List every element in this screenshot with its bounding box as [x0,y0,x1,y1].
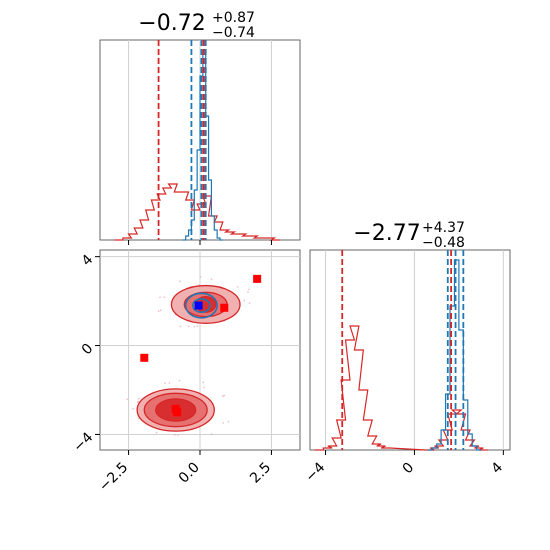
joint-contour-panel: −2.5 0.0 2.5 4 0 −4 [70,249,301,495]
scatter-point [137,397,140,400]
scatter-point [157,310,160,312]
scatter-point [132,407,135,410]
y-tick-label: 0 [79,341,97,359]
marker-4 [173,408,182,417]
histograms [314,259,488,451]
scatter-point [174,433,176,436]
scatter-point [178,280,181,283]
title-sub: −0.48 [422,235,465,251]
panel-title: −2.77 +4.37 −0.48 [353,220,465,251]
scatter-point [199,276,202,278]
scatter-point [179,325,182,328]
scatter-point [236,285,239,288]
scatter-point [248,288,250,291]
tick-marks [95,256,272,455]
marker-2 [140,353,149,362]
title-main: −0.72 [138,11,205,36]
histogram-series-0 [314,325,488,451]
scatter-point [223,394,226,397]
scatter-point [210,278,213,281]
marginal-histogram-param-2: −4 0 4 −2.77 +4.37 −0.48 [302,220,511,485]
scatter-point [137,400,140,403]
title-sub: −0.74 [212,25,255,41]
scatter-point [159,296,161,299]
grid [100,250,300,450]
contour-2-level-0 [184,292,218,319]
scatter-point [126,398,129,401]
quantile-lines [341,250,465,450]
marker-1 [220,303,229,312]
scatter-point [227,420,230,423]
marker-0 [253,274,262,283]
panel-title: −0.72 +0.87 −0.74 [138,10,255,41]
scatter-point [168,382,171,384]
contour-2-level-1 [192,298,211,314]
scatter-point [163,296,166,299]
x-tick-marks [128,240,272,245]
scatter-point [203,386,206,389]
scatter-point [196,325,199,328]
x-tick-label: 0 [400,460,418,478]
histogram-series-0 [114,183,280,241]
grid [325,250,504,450]
scatter-point [159,309,162,312]
scatter-point [187,325,190,328]
marginal-histogram-param-1: −0.72 +0.87 −0.74 [99,10,301,245]
scatter-point [248,302,251,305]
x-tick-label: 4 [489,459,507,477]
scatter-point [222,421,225,424]
panel-frame [309,249,511,451]
scatter-point [178,379,181,382]
scatter-point [243,299,246,302]
scatter-point [155,431,158,434]
y-tick-label: 4 [79,252,97,270]
y-tick-label: −4 [70,429,96,455]
marker-5 [194,301,203,310]
x-tick-marks [325,450,504,455]
scatter-point [177,434,180,436]
x-tick-label: −4 [302,459,328,485]
markers [140,274,262,417]
x-tick-labels: −4 0 4 [302,459,506,485]
x-tick-labels: −2.5 0.0 2.5 [96,460,274,495]
x-tick-label: 0.0 [176,460,203,487]
scatter-point [210,433,213,436]
x-tick-label: 2.5 [247,460,274,487]
title-sup: +4.37 [422,220,465,236]
title-sup: +0.87 [212,10,255,26]
scatter-point [247,291,249,294]
histogram-series-1 [427,259,482,451]
quantile-lines [157,40,207,240]
x-tick-label: −2.5 [96,460,131,495]
scatter-point [193,325,196,328]
scatter-point [202,381,205,384]
title-main: −2.77 [353,221,420,246]
scatter-point [164,382,166,385]
y-tick-labels: 4 0 −4 [70,252,96,456]
